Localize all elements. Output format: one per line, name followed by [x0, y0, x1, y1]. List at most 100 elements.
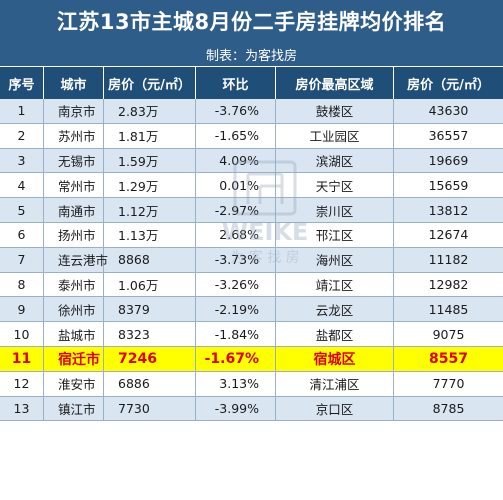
header-price: 房价（元/㎡） [104, 67, 196, 99]
rank-cell: 10 [0, 322, 44, 346]
district-cell: 宿城区 [276, 346, 394, 371]
rank-cell: 3 [0, 148, 44, 173]
price-cell: 8868 [104, 247, 196, 272]
district-cell: 海州区 [276, 247, 394, 272]
mom-cell: 3.13% [196, 371, 276, 396]
district-cell: 靖江区 [276, 272, 394, 297]
price-cell: 6886 [104, 371, 196, 396]
table-header: 序号 城市 房价（元/㎡） 环比 房价最高区域 房价（元/㎡） [0, 66, 503, 99]
price-cell: 1.12万 [104, 198, 196, 222]
district-cell: 天宁区 [276, 173, 394, 198]
district-price-cell: 11182 [428, 252, 469, 268]
district-price-cell: 36557 [428, 128, 469, 144]
district-price-cell: 11485 [428, 301, 469, 317]
table-row: 4 常州市 1.29万 0.01% 天宁区 15659 [0, 173, 503, 199]
city-cell: 常州市 [44, 173, 104, 198]
city-cell: 盐城市 [44, 322, 104, 346]
city-cell: 南京市 [44, 99, 104, 123]
mom-cell: 0.01% [196, 173, 276, 198]
rank-cell: 2 [0, 123, 44, 148]
mom-cell: -2.19% [196, 297, 276, 322]
rank-cell: 9 [0, 297, 44, 322]
table-row: 13 镇江市 7730 -3.99% 京口区 8785 [0, 396, 503, 422]
mom-cell: 2.68% [196, 222, 276, 247]
rank-cell: 1 [0, 99, 44, 123]
district-cell: 云龙区 [276, 297, 394, 322]
mom-cell: -1.65% [196, 123, 276, 148]
district-price-cell: 12982 [428, 276, 469, 292]
city-cell: 扬州市 [44, 222, 104, 247]
price-cell: 1.06万 [104, 272, 196, 297]
district-price-cell: 7770 [432, 376, 465, 392]
rank-cell: 11 [0, 346, 44, 371]
city-cell: 南通市 [44, 198, 104, 222]
rank-cell: 13 [0, 396, 44, 421]
city-cell: 宿迁市 [44, 346, 104, 371]
rank-cell: 5 [0, 198, 44, 222]
mom-cell: -3.99% [196, 396, 276, 421]
district-price-cell: 13812 [428, 202, 469, 218]
table-row: 9 徐州市 8379 -2.19% 云龙区 11485 [0, 297, 503, 323]
header-city: 城市 [44, 67, 104, 99]
table-subtitle: 制表：为客找房 [0, 42, 503, 66]
table-row: 12 淮安市 6886 3.13% 清江浦区 7770 [0, 371, 503, 397]
district-cell: 邗江区 [276, 222, 394, 247]
city-cell: 苏州市 [44, 123, 104, 148]
table-body: 1 南京市 2.83万 -3.76% 鼓楼区 43630 2 苏州市 1.81万 -1.65% 工业… [0, 99, 503, 422]
rank-cell: 12 [0, 371, 44, 396]
district-cell: 鼓楼区 [276, 99, 394, 123]
city-cell: 徐州市 [44, 297, 104, 322]
district-cell: 清江浦区 [276, 371, 394, 396]
rank-cell: 6 [0, 222, 44, 247]
price-cell: 1.81万 [104, 123, 196, 148]
district-cell: 京口区 [276, 396, 394, 421]
table-row: 11 宿迁市 7246 -1.67% 宿城区 8557 [0, 346, 503, 372]
mom-cell: -1.84% [196, 322, 276, 346]
mom-cell: -1.67% [196, 346, 276, 371]
table-row: 2 苏州市 1.81万 -1.65% 工业园区 36557 [0, 123, 503, 149]
table-title: 江苏13市主城8月份二手房挂牌均价排名 [0, 0, 503, 42]
district-price-cell: 43630 [428, 103, 469, 119]
table-row: 3 无锡市 1.59万 4.09% 滨湖区 19669 [0, 148, 503, 174]
table-row: 8 泰州市 1.06万 -3.26% 靖江区 12982 [0, 272, 503, 298]
district-price-cell: 19669 [428, 152, 469, 168]
city-cell: 镇江市 [44, 396, 104, 421]
price-cell: 1.59万 [104, 148, 196, 173]
header-district-price: 房价（元/㎡） [407, 77, 490, 93]
table-row: 10 盐城市 8323 -1.84% 盐都区 9075 [0, 322, 503, 347]
district-price-cell: 9075 [432, 326, 465, 342]
header-top-district: 房价最高区域 [276, 67, 394, 99]
price-cell: 7246 [104, 346, 196, 371]
rank-cell: 7 [0, 247, 44, 272]
district-price-cell: 12674 [428, 227, 469, 243]
district-cell: 滨湖区 [276, 148, 394, 173]
district-price-cell: 8557 [429, 350, 468, 367]
district-price-cell: 15659 [428, 177, 469, 193]
district-cell: 盐都区 [276, 322, 394, 346]
mom-cell: -3.76% [196, 99, 276, 123]
rank-cell: 4 [0, 173, 44, 198]
price-cell: 1.29万 [104, 173, 196, 198]
city-cell: 淮安市 [44, 371, 104, 396]
mom-cell: -3.73% [196, 247, 276, 272]
header-rank: 序号 [0, 67, 44, 99]
rank-cell: 8 [0, 272, 44, 297]
price-cell: 1.13万 [104, 222, 196, 247]
price-cell: 8379 [104, 297, 196, 322]
district-cell: 工业园区 [276, 123, 394, 148]
table-row: 7 连云港市 8868 -3.73% 海州区 11182 [0, 247, 503, 273]
city-cell: 连云港市 [44, 247, 108, 272]
city-cell: 泰州市 [44, 272, 104, 297]
price-cell: 7730 [104, 396, 196, 421]
price-cell: 2.83万 [104, 99, 196, 123]
district-cell: 崇川区 [276, 198, 394, 222]
table-row: 5 南通市 1.12万 -2.97% 崇川区 13812 [0, 198, 503, 223]
table-row: 1 南京市 2.83万 -3.76% 鼓楼区 43630 [0, 99, 503, 124]
mom-cell: -2.97% [196, 198, 276, 222]
header-mom: 环比 [196, 67, 276, 99]
mom-cell: -3.26% [196, 272, 276, 297]
district-price-cell: 8785 [432, 400, 465, 416]
table-row: 6 扬州市 1.13万 2.68% 邗江区 12674 [0, 222, 503, 248]
city-cell: 无锡市 [44, 148, 104, 173]
